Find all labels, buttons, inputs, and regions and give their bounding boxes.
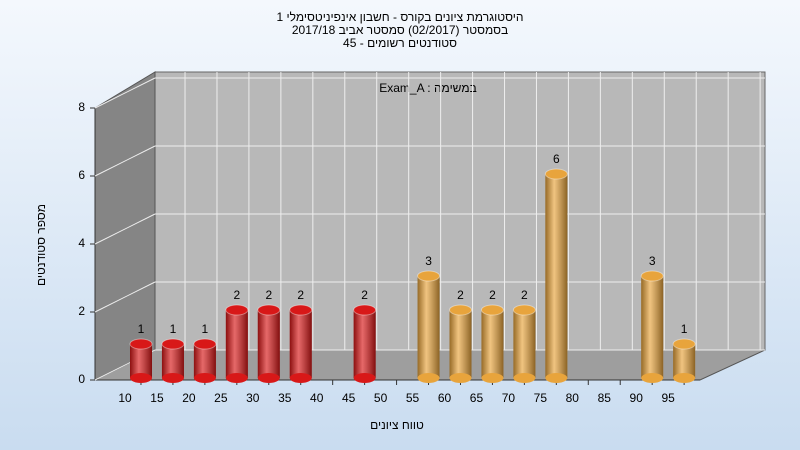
value-label: 2 [297,288,304,302]
value-label: 2 [361,288,368,302]
grid-line [94,213,156,245]
bar-top [480,304,504,316]
bar-top [257,304,281,316]
bar-base [513,373,536,383]
bar-top [353,304,377,316]
bar-base [417,373,440,383]
value-label: 3 [425,254,432,268]
x-tick-label: 60 [438,391,452,405]
x-axis-label: טווח ציונים [370,418,424,432]
bar-top [512,304,536,316]
value-label: 1 [138,322,145,336]
value-label: 1 [170,322,177,336]
x-tick-label: 45 [342,391,356,405]
y-tick-label: 4 [78,236,85,250]
grid-line [94,145,156,177]
value-label: 2 [457,288,464,302]
bar-base [545,373,568,383]
value-label: 2 [489,288,496,302]
bar-top [449,304,472,316]
bar-top [672,338,696,350]
x-tick-label: 55 [406,391,420,405]
bar-base [130,373,152,383]
bar-base [161,373,184,383]
x-tick-label: 20 [182,391,196,405]
side-wall [94,71,156,381]
bar-base [673,373,696,383]
bar-top [161,338,185,350]
bar-base [481,373,504,383]
y-tick-label: 0 [78,372,85,386]
y-axis-label: מספר סטודנטים [34,204,48,286]
bar-top [640,270,664,282]
bar-top [289,304,313,316]
x-tick-label: 80 [566,391,580,405]
y-tick-label: 8 [78,100,85,114]
bar-top [129,338,153,350]
x-tick-label: 30 [246,391,260,405]
bar-shade [449,310,472,378]
bar-shade [417,276,440,378]
bar-base [289,373,312,383]
bar-base [641,373,664,383]
grid-line [94,77,156,109]
bar-shade [225,310,248,378]
x-tick-label: 25 [214,391,228,405]
value-label: 2 [234,288,241,302]
bar-shade [130,344,152,378]
x-tick-label: 70 [502,391,516,405]
bar-shade [353,310,376,378]
x-tick-label: 65 [470,391,484,405]
chart-subtitle: סטודנטים רשומים - 45 [343,36,457,50]
annotation: Exam_A : במשימה [379,81,477,95]
x-tick-label: 85 [598,391,612,405]
chart-title: היסטוגרמת ציונים בקורס - חשבון אינפיניטס… [277,10,524,24]
x-tick-label: 10 [118,391,132,405]
bar-shade [673,344,696,378]
bar-shade [545,174,568,378]
x-tick-label: 90 [630,391,644,405]
x-tick-label: 95 [661,391,675,405]
value-label: 6 [553,152,560,166]
y-tick-label: 2 [78,304,85,318]
value-label: 1 [681,322,688,336]
bar-base [257,373,280,383]
x-tick-label: 50 [374,391,388,405]
x-tick-label: 40 [310,391,324,405]
x-tick-label: 15 [150,391,164,405]
bar-shade [193,344,216,378]
bar-shade [289,310,312,378]
bar-top [225,304,249,316]
bar-shade [641,276,664,378]
bar-base [449,373,472,383]
bar-top [417,270,441,282]
bar-shade [513,310,536,378]
value-label: 1 [202,322,209,336]
bar-shade [257,310,280,378]
x-tick-label: 35 [278,391,292,405]
bar-top [544,168,568,180]
bar-base [193,373,216,383]
value-label: 2 [521,288,528,302]
y-tick-label: 6 [78,168,85,182]
bar-base [353,373,376,383]
chart-subtitle: בסמסטר (02/2017) סמסטר אביב 2017/18 [292,23,508,37]
x-tick-label: 75 [534,391,548,405]
bar-top [193,338,217,350]
bar-shade [481,310,504,378]
value-label: 2 [265,288,272,302]
grid-line [94,281,156,313]
value-label: 3 [649,254,656,268]
bar-base [225,373,248,383]
bar-shade [161,344,184,378]
